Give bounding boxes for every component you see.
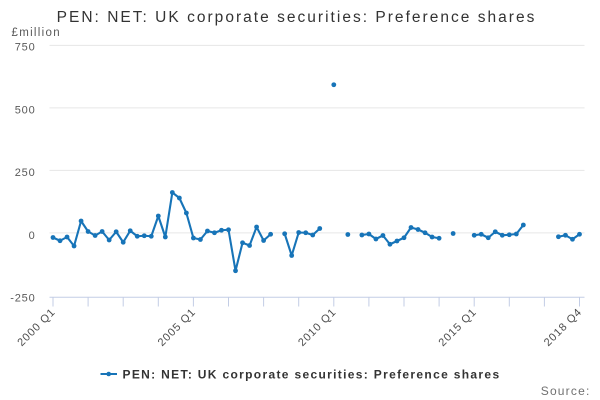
svg-text:250: 250 (15, 167, 36, 179)
svg-text:-250: -250 (10, 293, 35, 305)
svg-text:PEN: NET: UK corporate securit: PEN: NET: UK corporate securities: Prefe… (57, 9, 537, 26)
svg-text:Source:: Source: (541, 384, 591, 398)
svg-text:PEN: NET: UK corporate securit: PEN: NET: UK corporate securities: Prefe… (123, 368, 501, 382)
svg-text:£million: £million (12, 27, 61, 39)
svg-text:500: 500 (15, 104, 36, 116)
svg-text:750: 750 (15, 42, 36, 54)
svg-text:0: 0 (29, 230, 36, 242)
